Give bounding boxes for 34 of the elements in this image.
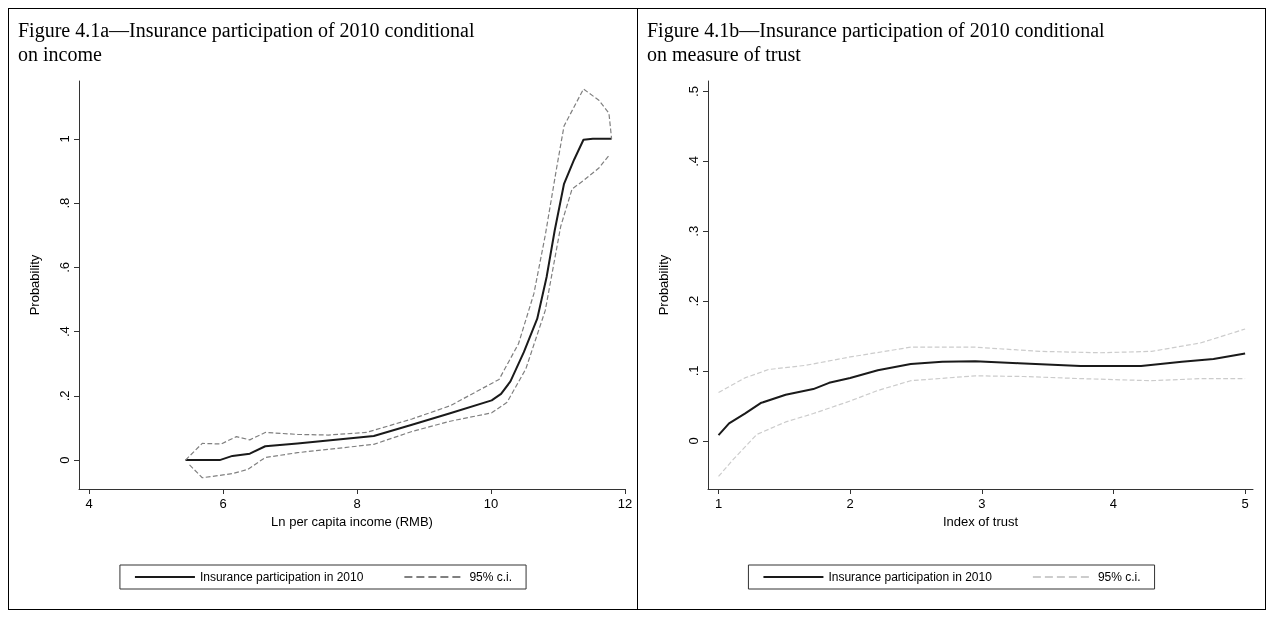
y-tick-label: .4 bbox=[686, 155, 701, 167]
legend-label: Insurance participation in 2010 bbox=[199, 570, 364, 584]
x-axis-title: Index of trust bbox=[942, 513, 1019, 529]
y-tick-label: 0 bbox=[686, 437, 701, 445]
x-tick-label: 4 bbox=[85, 496, 93, 511]
line-series bbox=[717, 352, 1247, 437]
y-tick-label: .3 bbox=[686, 225, 701, 237]
legend-label: 95% c.i. bbox=[469, 570, 513, 584]
x-tick-label: 10 bbox=[483, 496, 499, 511]
x-tick-label: 1 bbox=[714, 496, 723, 511]
legend-label: 95% c.i. bbox=[1097, 570, 1141, 584]
y-tick-label: .5 bbox=[686, 86, 701, 97]
y-tick-label: .2 bbox=[686, 295, 701, 307]
y-axis-title: Probability bbox=[27, 254, 42, 316]
x-tick-label: 2 bbox=[846, 496, 854, 511]
y-tick-label: .8 bbox=[57, 197, 72, 209]
chart-title: Figure 4.1b—Insurance participation of 2010 conditional on measure of trust bbox=[647, 19, 1110, 65]
legend-label: Insurance participation in 2010 bbox=[828, 570, 993, 584]
x-tick-label: 6 bbox=[219, 496, 227, 511]
y-tick-label: .2 bbox=[57, 390, 72, 402]
x-axis-title: Ln per capita income (RMB) bbox=[271, 513, 433, 529]
x-tick-label: 3 bbox=[978, 496, 986, 511]
y-tick-label: .6 bbox=[57, 261, 72, 273]
y-tick-label: 0 bbox=[57, 456, 72, 464]
x-tick-label: 8 bbox=[353, 496, 361, 511]
y-tick-label: .4 bbox=[57, 326, 72, 337]
x-tick-label: 4 bbox=[1109, 496, 1118, 511]
y-axis-title: Probability bbox=[656, 254, 671, 316]
line-series bbox=[717, 328, 1246, 394]
y-tick-label: 1 bbox=[57, 135, 72, 143]
x-tick-label: 5 bbox=[1241, 496, 1249, 511]
y-tick-label: .1 bbox=[686, 365, 701, 377]
x-tick-label: 12 bbox=[617, 496, 633, 511]
chart-title: Figure 4.1a—Insurance participation of 2010 conditional on income bbox=[18, 19, 480, 65]
